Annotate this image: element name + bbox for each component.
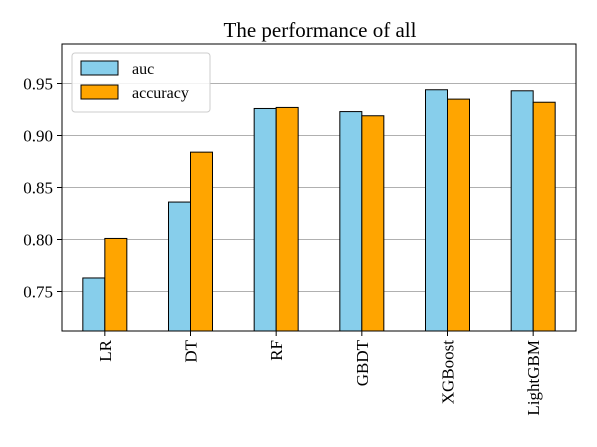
bar-auc-xgboost	[425, 89, 448, 332]
x-axis: LR DT RF GBDT XGBoost LightGBM	[96, 331, 543, 416]
bar-accuracy-lightgbm	[532, 101, 556, 332]
grid-lines	[62, 83, 576, 292]
legend-label-accuracy: accuracy	[132, 85, 189, 102]
legend-swatch-auc	[80, 60, 119, 76]
bar-auc-lightgbm	[510, 90, 534, 332]
bar-accuracy-dt	[190, 151, 213, 332]
bar-auc-gbdt	[339, 111, 363, 332]
bar-accuracy-xgboost	[447, 98, 470, 332]
legend: auc accuracy	[71, 52, 211, 113]
x-tick-label: LightGBM	[524, 340, 543, 416]
bar-auc-lr	[82, 277, 106, 332]
chart-title: The performance of all	[224, 18, 417, 42]
y-tick-label: 0.95	[23, 75, 53, 94]
bar-auc-rf	[253, 107, 277, 332]
y-axis: 0.75 0.80 0.85 0.90 0.95	[23, 75, 62, 301]
x-tick-label: XGBoost	[439, 340, 458, 405]
bars	[82, 89, 556, 332]
x-tick-label: RF	[267, 340, 286, 361]
legend-label-auc: auc	[132, 61, 154, 78]
bar-accuracy-gbdt	[361, 115, 385, 332]
x-tick-label: DT	[182, 339, 201, 362]
y-tick-label: 0.85	[23, 179, 53, 198]
y-tick-label: 0.80	[23, 230, 53, 249]
y-tick-label: 0.75	[23, 282, 53, 301]
bar-auc-dt	[168, 201, 191, 332]
bar-accuracy-rf	[275, 106, 299, 332]
y-tick-label: 0.90	[23, 127, 53, 146]
bar-accuracy-lr	[104, 237, 128, 332]
x-tick-label: GBDT	[353, 339, 372, 386]
legend-swatch-accuracy	[80, 84, 119, 100]
x-tick-label: LR	[96, 339, 115, 361]
